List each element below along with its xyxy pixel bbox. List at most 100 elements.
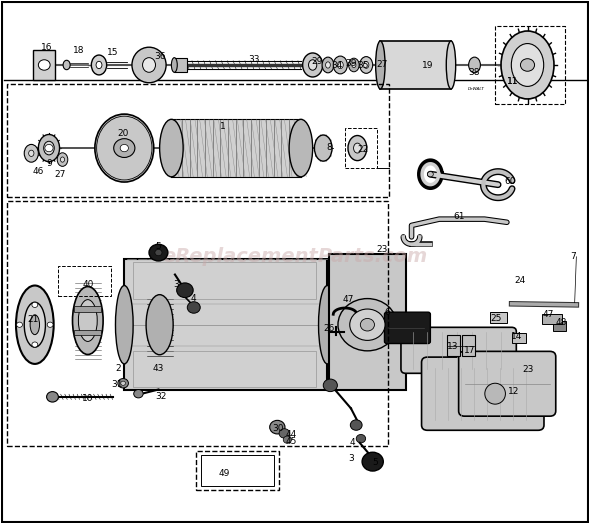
Ellipse shape	[468, 57, 480, 73]
Ellipse shape	[348, 136, 367, 161]
Text: 22: 22	[358, 145, 369, 154]
Ellipse shape	[29, 150, 34, 157]
Text: 47: 47	[542, 310, 554, 319]
Text: 61: 61	[453, 212, 464, 221]
Text: 23: 23	[522, 365, 534, 374]
Text: 16: 16	[41, 43, 53, 52]
Circle shape	[121, 381, 126, 385]
Text: 10: 10	[82, 395, 94, 403]
Text: eReplacementParts.com: eReplacementParts.com	[162, 247, 428, 266]
Text: 6: 6	[384, 308, 390, 316]
Text: 1: 1	[220, 122, 226, 130]
Ellipse shape	[146, 294, 173, 355]
Bar	[462, 335, 475, 356]
Ellipse shape	[116, 286, 133, 364]
Text: 12: 12	[508, 387, 520, 396]
Text: 5: 5	[372, 458, 378, 467]
Text: 11: 11	[507, 77, 519, 86]
Text: 24: 24	[514, 276, 526, 285]
Text: 48: 48	[555, 318, 567, 327]
Ellipse shape	[143, 58, 156, 72]
Bar	[133, 351, 316, 387]
FancyBboxPatch shape	[421, 357, 544, 430]
Bar	[329, 254, 406, 390]
Text: 38: 38	[468, 68, 480, 78]
Ellipse shape	[322, 57, 334, 73]
Circle shape	[356, 434, 366, 443]
Text: 3: 3	[173, 280, 179, 289]
Ellipse shape	[501, 31, 554, 99]
Text: 27: 27	[376, 60, 388, 69]
Ellipse shape	[360, 57, 373, 73]
Circle shape	[520, 59, 535, 71]
Text: 15: 15	[107, 48, 118, 58]
Circle shape	[427, 171, 433, 177]
Bar	[490, 312, 507, 323]
Ellipse shape	[24, 302, 45, 347]
Text: 23: 23	[376, 245, 388, 254]
Circle shape	[45, 145, 53, 152]
Ellipse shape	[44, 141, 54, 155]
Circle shape	[114, 139, 135, 158]
Bar	[553, 321, 566, 331]
Text: 31: 31	[112, 380, 123, 389]
Circle shape	[350, 420, 362, 430]
Text: 21: 21	[27, 315, 39, 324]
Text: 4: 4	[191, 294, 196, 303]
FancyBboxPatch shape	[401, 328, 516, 373]
Text: 19: 19	[422, 61, 434, 70]
Circle shape	[17, 322, 22, 328]
Ellipse shape	[303, 53, 323, 77]
Circle shape	[155, 249, 162, 256]
Circle shape	[362, 452, 384, 471]
Text: 30: 30	[273, 424, 284, 433]
Circle shape	[149, 244, 168, 261]
Circle shape	[283, 436, 291, 443]
Text: 26: 26	[323, 324, 335, 333]
Bar	[381, 41, 451, 89]
Bar	[174, 58, 187, 72]
Circle shape	[279, 429, 290, 438]
Circle shape	[338, 299, 397, 351]
FancyBboxPatch shape	[458, 352, 556, 416]
Ellipse shape	[91, 55, 107, 75]
Ellipse shape	[349, 58, 359, 72]
Bar	[512, 333, 526, 343]
Text: 43: 43	[153, 364, 164, 373]
Text: 47: 47	[342, 295, 353, 304]
Ellipse shape	[57, 153, 68, 166]
Ellipse shape	[352, 62, 356, 68]
Ellipse shape	[60, 157, 64, 162]
Ellipse shape	[512, 43, 544, 86]
Circle shape	[47, 322, 53, 328]
Circle shape	[187, 302, 200, 313]
Circle shape	[38, 60, 50, 70]
Bar	[542, 314, 562, 324]
Ellipse shape	[96, 61, 102, 69]
Text: 29: 29	[312, 57, 323, 66]
Text: 8: 8	[326, 143, 332, 151]
Text: 25: 25	[491, 314, 502, 323]
Circle shape	[32, 342, 38, 347]
Ellipse shape	[326, 62, 330, 68]
Text: 17: 17	[464, 346, 475, 355]
Ellipse shape	[485, 383, 506, 404]
Text: 20: 20	[117, 129, 129, 138]
Ellipse shape	[376, 41, 385, 89]
Text: 18: 18	[73, 46, 84, 56]
Ellipse shape	[78, 300, 97, 342]
Ellipse shape	[95, 114, 154, 182]
Ellipse shape	[16, 286, 54, 364]
Ellipse shape	[63, 60, 70, 70]
Circle shape	[360, 319, 375, 331]
Text: 33: 33	[248, 54, 260, 64]
Ellipse shape	[333, 56, 348, 74]
Text: DeWALT: DeWALT	[468, 87, 485, 91]
Text: 14: 14	[510, 332, 522, 341]
Ellipse shape	[289, 119, 313, 177]
Ellipse shape	[353, 143, 361, 153]
Bar	[6, 201, 388, 446]
Circle shape	[118, 378, 129, 388]
Text: 4: 4	[350, 438, 356, 447]
Ellipse shape	[363, 62, 369, 68]
